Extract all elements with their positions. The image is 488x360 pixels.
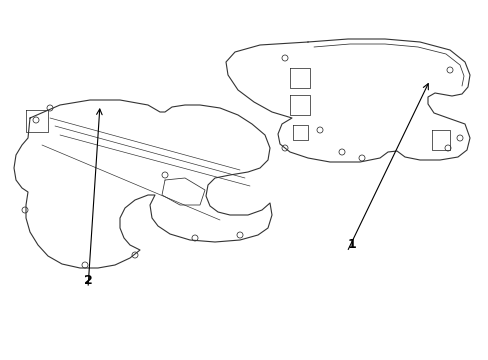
- Polygon shape: [225, 39, 469, 162]
- Polygon shape: [14, 100, 271, 268]
- Text: 1: 1: [347, 238, 356, 251]
- Text: 2: 2: [83, 274, 92, 287]
